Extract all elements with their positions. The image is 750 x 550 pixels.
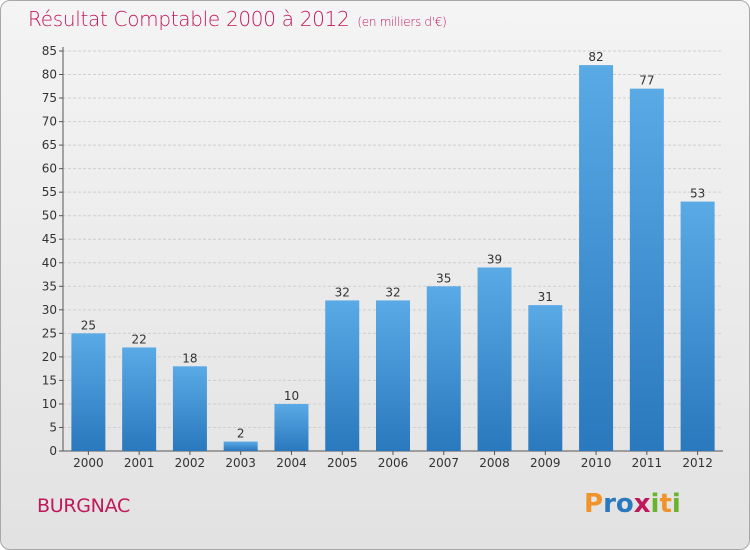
x-tick-label: 2011 [632, 456, 663, 470]
bar-value-label: 25 [81, 318, 96, 332]
x-tick-label: 2006 [378, 456, 409, 470]
bar [629, 88, 664, 451]
x-tick-label: 2007 [428, 456, 459, 470]
bar-value-label: 35 [436, 271, 451, 285]
commune-name: BURGNAC [37, 495, 130, 517]
bar-value-label: 32 [385, 285, 400, 299]
bar-value-label: 2 [237, 427, 245, 441]
bar [122, 347, 157, 451]
y-tick-label: 0 [49, 444, 57, 458]
bar-value-label: 10 [284, 389, 299, 403]
bar [528, 305, 563, 451]
bar-value-label: 53 [690, 187, 705, 201]
bar [426, 286, 461, 451]
x-tick-labels: 2000 2001 2002 2003 2004 2005 2006 2007 2008 2009… [73, 456, 713, 470]
logo-letter: i [671, 489, 681, 519]
y-tick-label: 60 [42, 162, 57, 176]
logo-letter: i [650, 489, 660, 519]
y-tick-label: 65 [42, 138, 57, 152]
logo-letter: x [633, 489, 651, 519]
y-tick-label: 75 [42, 91, 57, 105]
y-tick-label: 20 [42, 350, 57, 364]
y-tick-label: 80 [42, 68, 57, 82]
chart-subtitle: (en milliers d'€) [357, 15, 447, 29]
y-tick-label: 10 [42, 397, 57, 411]
x-tick-label: 2000 [73, 456, 104, 470]
bar-value-label: 32 [335, 285, 350, 299]
y-tick-label: 50 [42, 209, 57, 223]
logo-letter: o [615, 489, 634, 519]
y-tick-label: 15 [42, 373, 57, 387]
y-tick-label: 45 [42, 232, 57, 246]
bar-value-label: 77 [639, 74, 654, 88]
bar [274, 403, 309, 451]
x-tick-label: 2001 [124, 456, 155, 470]
x-tick-label: 2004 [276, 456, 307, 470]
y-tick-label: 30 [42, 303, 57, 317]
x-tick-label: 2010 [581, 456, 612, 470]
y-tick-label: 5 [49, 420, 57, 434]
bar-value-label: 82 [588, 50, 603, 64]
y-tick-label: 55 [42, 185, 57, 199]
bar-value-label: 39 [487, 252, 502, 266]
x-tick-label: 2008 [479, 456, 510, 470]
bar-value-label: 22 [132, 332, 147, 346]
bar [376, 300, 410, 451]
bar-value-label: 31 [538, 290, 553, 304]
y-tick-label: 70 [42, 115, 57, 129]
logo-letter: t [659, 489, 672, 519]
bars [71, 65, 715, 451]
bar [325, 300, 360, 451]
logo-letter: P [584, 489, 604, 519]
chart-title-text: Résultat Comptable 2000 à 2012 [28, 7, 350, 31]
y-tick-label: 40 [42, 256, 57, 270]
x-tick-label: 2003 [225, 456, 256, 470]
y-tick-label: 35 [42, 279, 57, 293]
x-tick-label: 2012 [682, 456, 713, 470]
proxiti-logo[interactable]: Proxiti [584, 489, 681, 519]
bar [579, 65, 614, 451]
bar [172, 366, 207, 451]
x-tick-label: 2009 [530, 456, 561, 470]
bar [71, 333, 106, 451]
x-tick-label: 2002 [175, 456, 206, 470]
x-tick-label: 2005 [327, 456, 358, 470]
bar [680, 201, 715, 451]
bar [477, 267, 512, 451]
logo-letter: r [603, 489, 616, 519]
y-tick-labels: 0 5 10 15 20 25 30 35 40 45 50 55 60 65 70 75 80 85 [42, 44, 57, 458]
bar [223, 441, 258, 451]
chart-title: Résultat Comptable 2000 à 2012 (en millie… [28, 7, 447, 31]
data-labels: 25 22 18 2 10 32 32 35 39 31 82 77 53 [81, 50, 706, 440]
y-tick-label: 25 [42, 326, 57, 340]
bar-value-label: 18 [182, 351, 197, 365]
y-tick-label: 85 [42, 44, 57, 58]
